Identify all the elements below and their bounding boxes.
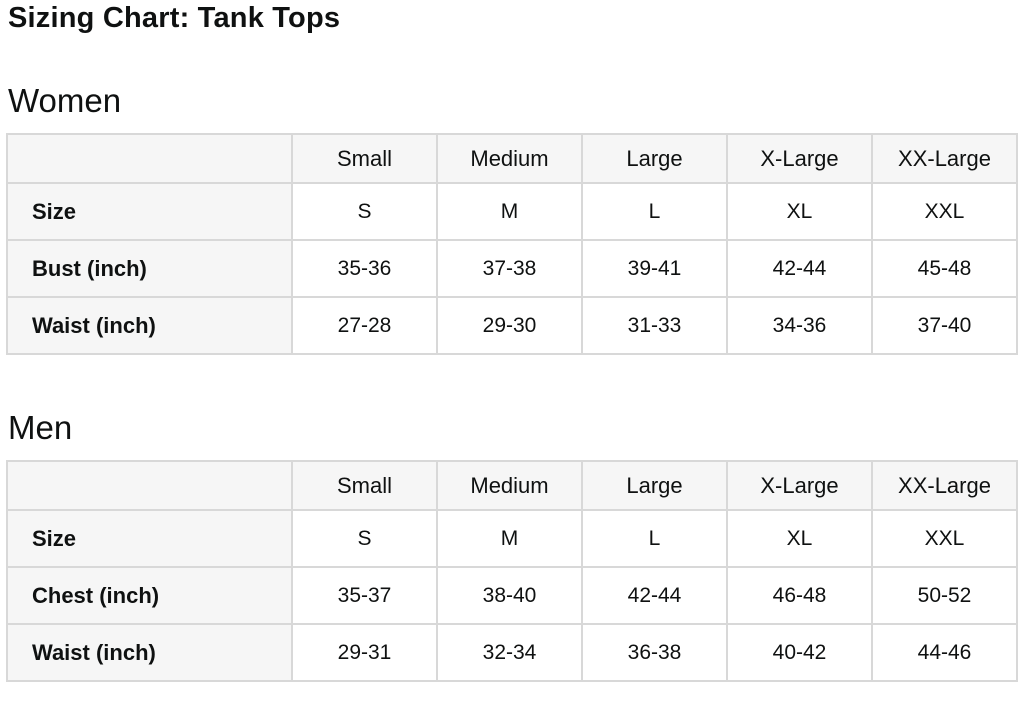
section-heading-women: Women [8, 82, 122, 119]
page-title: Sizing Chart: Tank Tops [8, 2, 341, 34]
corner-cell [6, 460, 293, 511]
row-label-size: Size [6, 509, 293, 568]
value-cell: L [581, 509, 728, 568]
value-cell: 42-44 [581, 566, 728, 625]
row-label-chest: Chest (inch) [6, 566, 293, 625]
corner-cell [6, 133, 293, 184]
value-cell: 35-37 [291, 566, 438, 625]
value-cell: 38-40 [436, 566, 583, 625]
table-header-row: Small Medium Large X-Large XX-Large [6, 133, 1018, 184]
women-sizing-table: Small Medium Large X-Large XX-Large Size… [6, 133, 1018, 355]
value-cell: XXL [871, 509, 1018, 568]
men-sizing-table: Small Medium Large X-Large XX-Large Size… [6, 460, 1018, 682]
value-cell: 34-36 [726, 296, 873, 355]
row-label-waist: Waist (inch) [6, 296, 293, 355]
table-row-size: Size S M L XL XXL [6, 182, 1018, 241]
value-cell: XL [726, 509, 873, 568]
row-label-bust: Bust (inch) [6, 239, 293, 298]
column-header-x-large: X-Large [726, 133, 873, 184]
value-cell: 29-31 [291, 623, 438, 682]
value-cell: S [291, 509, 438, 568]
value-cell: 42-44 [726, 239, 873, 298]
value-cell: 27-28 [291, 296, 438, 355]
table-row-waist: Waist (inch) 29-31 32-34 36-38 40-42 44-… [6, 623, 1018, 682]
value-cell: 45-48 [871, 239, 1018, 298]
table-row-size: Size S M L XL XXL [6, 509, 1018, 568]
value-cell: 29-30 [436, 296, 583, 355]
table-row-waist: Waist (inch) 27-28 29-30 31-33 34-36 37-… [6, 296, 1018, 355]
table-header-row: Small Medium Large X-Large XX-Large [6, 460, 1018, 511]
column-header-large: Large [581, 133, 728, 184]
value-cell: 37-40 [871, 296, 1018, 355]
column-header-xx-large: XX-Large [871, 460, 1018, 511]
value-cell: 37-38 [436, 239, 583, 298]
value-cell: XL [726, 182, 873, 241]
value-cell: 39-41 [581, 239, 728, 298]
value-cell: 31-33 [581, 296, 728, 355]
value-cell: M [436, 509, 583, 568]
table-row-bust: Bust (inch) 35-36 37-38 39-41 42-44 45-4… [6, 239, 1018, 298]
value-cell: 46-48 [726, 566, 873, 625]
row-label-waist: Waist (inch) [6, 623, 293, 682]
value-cell: 50-52 [871, 566, 1018, 625]
value-cell: S [291, 182, 438, 241]
column-header-medium: Medium [436, 133, 583, 184]
value-cell: M [436, 182, 583, 241]
value-cell: L [581, 182, 728, 241]
sizing-chart-page: Sizing Chart: Tank Tops Women Small Medi… [6, 2, 1018, 682]
value-cell: 32-34 [436, 623, 583, 682]
column-header-xx-large: XX-Large [871, 133, 1018, 184]
section-heading-men: Men [8, 409, 73, 446]
row-label-size: Size [6, 182, 293, 241]
column-header-small: Small [291, 133, 438, 184]
value-cell: 44-46 [871, 623, 1018, 682]
table-row-chest: Chest (inch) 35-37 38-40 42-44 46-48 50-… [6, 566, 1018, 625]
value-cell: XXL [871, 182, 1018, 241]
value-cell: 35-36 [291, 239, 438, 298]
column-header-x-large: X-Large [726, 460, 873, 511]
value-cell: 40-42 [726, 623, 873, 682]
column-header-large: Large [581, 460, 728, 511]
column-header-medium: Medium [436, 460, 583, 511]
value-cell: 36-38 [581, 623, 728, 682]
column-header-small: Small [291, 460, 438, 511]
